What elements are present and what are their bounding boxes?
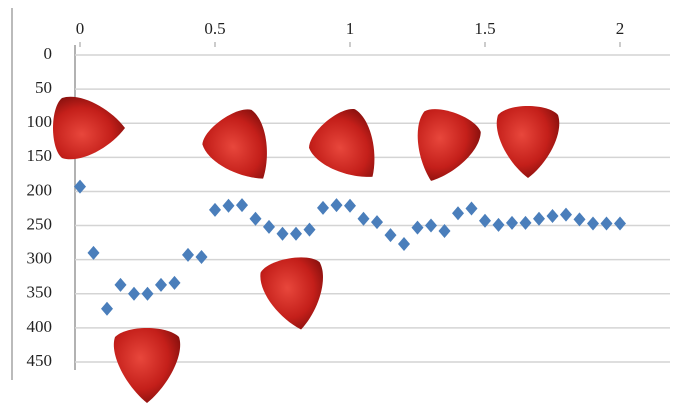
- y-tick-label: 150: [27, 146, 53, 165]
- point: [587, 217, 599, 231]
- point: [223, 199, 235, 213]
- point: [250, 212, 262, 226]
- point: [493, 218, 505, 232]
- x-tick-label: 1.5: [474, 19, 495, 38]
- point: [614, 217, 626, 231]
- point: [115, 278, 127, 292]
- page: 0 50 100 150 200 250 300 350 400 450 0 0.5 1 1.5 2: [0, 0, 692, 406]
- point: [331, 198, 343, 212]
- point: [385, 228, 397, 242]
- point: [398, 237, 410, 251]
- y-tick-label: 350: [27, 283, 53, 302]
- point: [88, 246, 100, 260]
- x-tick-label: 2: [616, 19, 625, 38]
- point: [452, 206, 464, 220]
- point: [169, 276, 181, 290]
- point: [155, 278, 167, 292]
- point: [304, 223, 316, 237]
- point: [236, 198, 248, 212]
- chart: 0 50 100 150 200 250 300 350 400 450 0 0.5 1 1.5 2: [0, 0, 692, 406]
- point: [601, 217, 613, 231]
- point: [574, 212, 586, 226]
- point: [344, 199, 356, 213]
- y-tick-label: 200: [27, 180, 53, 199]
- point: [371, 215, 383, 229]
- point: [290, 227, 302, 241]
- point: [547, 209, 559, 223]
- point: [128, 287, 140, 301]
- y-tick-label: 300: [27, 249, 53, 268]
- y-tick-label: 250: [27, 214, 53, 233]
- point: [520, 216, 532, 230]
- x-tick-label: 0.5: [204, 19, 225, 38]
- point: [412, 221, 424, 235]
- y-tick-label: 0: [44, 44, 53, 63]
- point: [466, 202, 478, 216]
- point: [196, 250, 208, 264]
- point: [317, 201, 329, 215]
- point: [533, 212, 545, 226]
- y-tick-label: 100: [27, 112, 53, 131]
- point: [358, 212, 370, 226]
- y-tick-label: 50: [35, 78, 52, 97]
- y-tick-label: 450: [27, 351, 53, 370]
- x-tick-label: 1: [346, 19, 355, 38]
- point: [101, 302, 113, 316]
- point: [560, 208, 572, 222]
- x-tick-label: 0: [76, 19, 85, 38]
- point: [263, 220, 275, 234]
- point: [425, 219, 437, 233]
- point: [209, 203, 221, 217]
- point: [277, 227, 289, 241]
- point: [506, 216, 518, 230]
- y-tick-label: 400: [27, 317, 53, 336]
- point: [142, 287, 154, 301]
